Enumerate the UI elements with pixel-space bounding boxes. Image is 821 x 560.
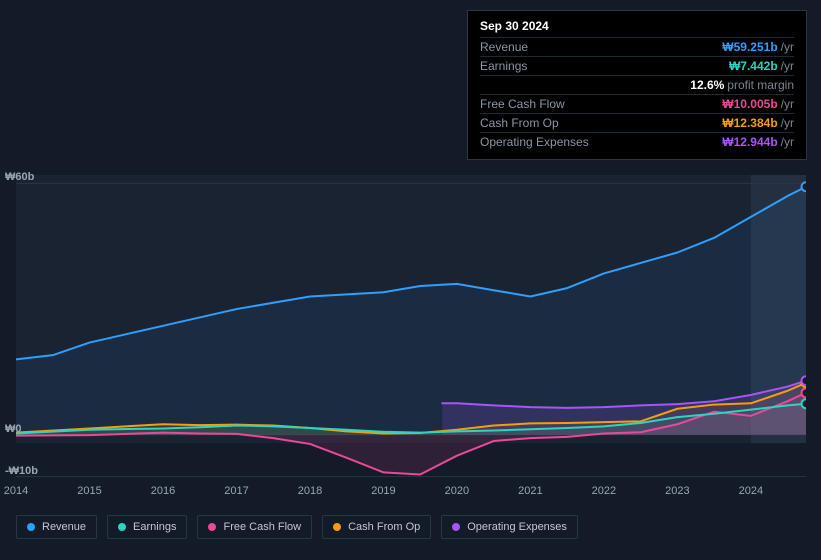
tooltip-row-value: ₩10.005b/yr (722, 97, 794, 111)
tooltip-row-value: ₩12.384b/yr (722, 116, 794, 130)
chart-legend: Revenue Earnings Free Cash Flow Cash From O… (16, 515, 578, 539)
x-axis-tick-label: 2015 (77, 485, 101, 497)
legend-label: Earnings (133, 521, 176, 533)
legend-label: Operating Expenses (467, 521, 567, 533)
x-axis-tick-label: 2024 (739, 485, 763, 497)
legend-item[interactable]: Cash From Op (322, 515, 431, 539)
legend-item[interactable]: Operating Expenses (441, 515, 578, 539)
legend-label: Revenue (42, 521, 86, 533)
x-axis-labels: 2014201520162017201820192020202120222023… (16, 485, 806, 505)
y-axis-tick-label: -₩10b (5, 465, 55, 477)
tooltip-row: Cash From Op ₩12.384b/yr (480, 113, 794, 132)
tooltip-row-value: ₩59.251b/yr (722, 40, 794, 54)
tooltip-row: Earnings ₩7.442b/yr (480, 56, 794, 75)
tooltip-row-value: ₩12.944b/yr (722, 135, 794, 149)
tooltip-date: Sep 30 2024 (480, 19, 794, 37)
legend-label: Cash From Op (348, 521, 420, 533)
tooltip-row-label: Cash From Op (480, 116, 559, 130)
y-axis-tick-label: ₩0 (5, 423, 55, 435)
legend-dot-icon (452, 523, 460, 531)
legend-item[interactable]: Earnings (107, 515, 187, 539)
tooltip-row: 12.6%profit margin (480, 75, 794, 94)
tooltip-row: Revenue ₩59.251b/yr (480, 37, 794, 56)
data-tooltip: Sep 30 2024 Revenue ₩59.251b/yr Earnings ₩7… (467, 10, 807, 160)
legend-dot-icon (118, 523, 126, 531)
x-axis-tick-label: 2022 (592, 485, 616, 497)
tooltip-row-value: 12.6%profit margin (690, 78, 794, 92)
chart-plot-area[interactable] (16, 175, 806, 485)
x-axis-tick-label: 2016 (151, 485, 175, 497)
tooltip-row-label: Earnings (480, 59, 527, 73)
legend-dot-icon (333, 523, 341, 531)
legend-label: Free Cash Flow (223, 521, 301, 533)
legend-item[interactable]: Revenue (16, 515, 97, 539)
tooltip-row-value: ₩7.442b/yr (729, 59, 794, 73)
legend-dot-icon (208, 523, 216, 531)
x-axis-tick-label: 2018 (298, 485, 322, 497)
x-axis-tick-label: 2020 (445, 485, 469, 497)
x-axis-tick-label: 2014 (4, 485, 28, 497)
tooltip-row: Free Cash Flow ₩10.005b/yr (480, 94, 794, 113)
tooltip-row-label: Revenue (480, 40, 528, 54)
x-axis-tick-label: 2023 (665, 485, 689, 497)
x-axis-tick-label: 2019 (371, 485, 395, 497)
y-axis-tick-label: ₩60b (5, 171, 55, 183)
tooltip-row-label: Free Cash Flow (480, 97, 565, 111)
legend-dot-icon (27, 523, 35, 531)
chart-svg (16, 175, 806, 485)
tooltip-row-label: Operating Expenses (480, 135, 589, 149)
x-axis-tick-label: 2021 (518, 485, 542, 497)
tooltip-row: Operating Expenses ₩12.944b/yr (480, 132, 794, 151)
legend-item[interactable]: Free Cash Flow (197, 515, 312, 539)
x-axis-tick-label: 2017 (224, 485, 248, 497)
